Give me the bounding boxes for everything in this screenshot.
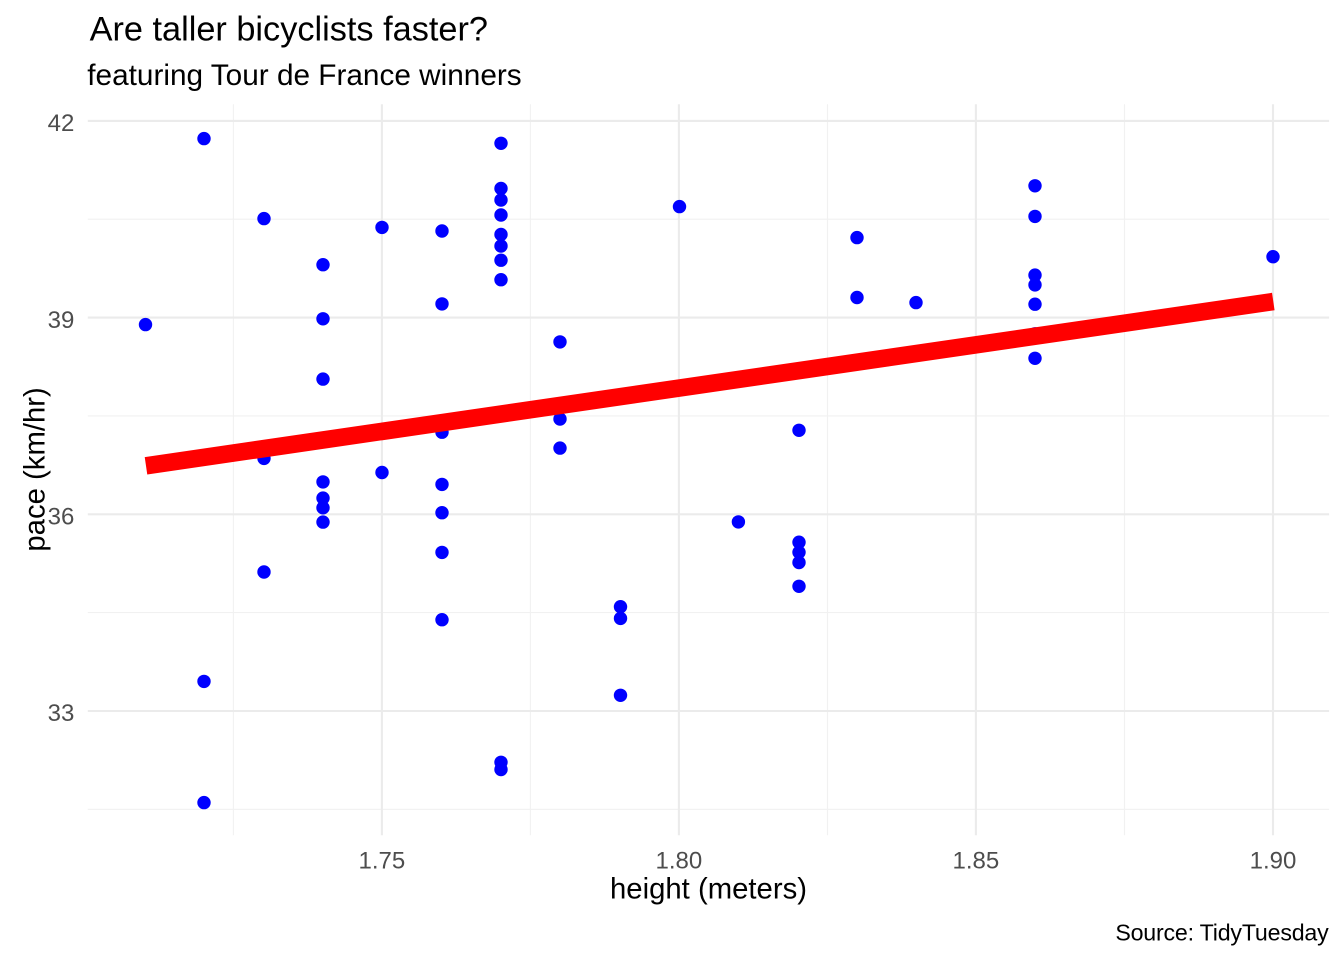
svg-text:33: 33 — [48, 700, 75, 727]
svg-text:Source: TidyTuesday: Source: TidyTuesday — [1115, 919, 1329, 945]
svg-text:pace (km/hr): pace (km/hr) — [19, 387, 52, 551]
svg-text:height (meters): height (meters) — [610, 873, 807, 906]
svg-text:1.80: 1.80 — [656, 847, 703, 874]
svg-text:36: 36 — [48, 504, 75, 531]
svg-text:featuring Tour de France winne: featuring Tour de France winners — [87, 59, 521, 92]
svg-text:42: 42 — [48, 110, 75, 137]
svg-text:1.90: 1.90 — [1250, 847, 1297, 874]
svg-text:1.85: 1.85 — [953, 847, 1000, 874]
svg-text:1.75: 1.75 — [359, 847, 406, 874]
svg-text:Are taller bicyclists faster?: Are taller bicyclists faster? — [90, 10, 488, 48]
svg-text:39: 39 — [48, 307, 75, 334]
